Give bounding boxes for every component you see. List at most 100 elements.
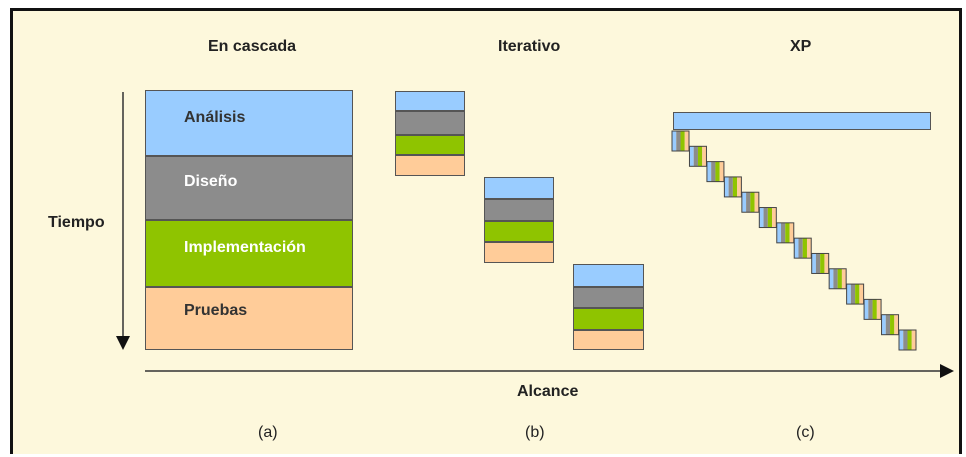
- xp-iteration-stripe: [746, 192, 751, 213]
- xp-iteration-block: [758, 207, 777, 229]
- xp-iteration-stripe: [903, 330, 908, 350]
- xp-iteration-stripe: [841, 268, 847, 289]
- xp-iteration-outline: [846, 283, 865, 305]
- xp-iteration-stripe: [711, 161, 716, 182]
- xp-iteration-stripe: [899, 330, 904, 350]
- xp-iteration-block: [828, 268, 847, 290]
- xp-iteration-stripe: [789, 222, 794, 243]
- xp-iteration-block: [741, 191, 760, 213]
- xp-iteration-outline: [723, 176, 742, 198]
- xp-iteration-stripe: [881, 314, 886, 335]
- panel-label-b: (b): [525, 424, 545, 441]
- xp-iteration-stripe: [846, 284, 851, 305]
- iter2-analysis: [484, 177, 554, 199]
- xp-iteration-stripe: [806, 238, 812, 259]
- xp-iteration-stripe: [754, 192, 759, 213]
- xp-iteration-outline: [758, 207, 777, 229]
- panel-label-c: (c): [796, 424, 815, 441]
- waterfall-design-label: Diseño: [184, 173, 238, 190]
- scope-axis-label: Alcance: [517, 383, 579, 400]
- xp-iteration-stripe: [885, 314, 891, 335]
- xp-iteration-block: [793, 237, 812, 259]
- header-iterative: Iterativo: [498, 38, 561, 55]
- xp-iteration-stripe: [719, 161, 724, 182]
- xp-iteration-stripe: [820, 253, 825, 274]
- xp-iteration-stripe: [702, 146, 707, 167]
- xp-iteration-block: [688, 145, 707, 167]
- xp-iteration-outline: [776, 222, 795, 244]
- xp-iteration-outline: [828, 268, 847, 290]
- xp-iteration-outline: [793, 237, 812, 259]
- time-axis-arrowhead-icon: [116, 336, 130, 350]
- xp-iteration-block: [776, 222, 795, 244]
- xp-iteration-stripe: [855, 284, 860, 305]
- xp-iteration-stripe: [697, 146, 703, 167]
- xp-iteration-stripe: [728, 176, 733, 197]
- xp-iteration-stripe: [829, 268, 834, 289]
- xp-iteration-stripe: [741, 192, 747, 213]
- xp-iteration-block: [671, 130, 690, 152]
- xp-analysis-bar: [673, 112, 931, 130]
- xp-iteration-stripe: [837, 268, 842, 289]
- xp-iteration-stripe: [794, 238, 799, 259]
- waterfall-implementation-label: Implementación: [184, 239, 306, 256]
- iter1-design: [395, 111, 465, 135]
- xp-iteration-stripe: [715, 161, 720, 182]
- xp-iteration-block: [706, 161, 725, 183]
- panel-label-a: (a): [258, 424, 278, 441]
- xp-iteration-stripe: [706, 161, 712, 182]
- waterfall-implementation-block: Implementación: [145, 220, 353, 287]
- xp-iteration-stripe: [759, 207, 764, 228]
- xp-iteration-block: [723, 176, 742, 198]
- xp-iteration-outline: [881, 314, 900, 336]
- xp-iteration-stripe: [689, 146, 694, 167]
- xp-iteration-stripe: [894, 314, 899, 335]
- iter1-testing: [395, 155, 465, 176]
- xp-iteration-stripe: [890, 314, 895, 335]
- xp-iteration-outline: [671, 130, 690, 152]
- iter1-implementation: [395, 135, 465, 155]
- xp-iteration-stripe: [781, 222, 786, 243]
- iter3-design: [573, 287, 644, 308]
- xp-iteration-stripe: [798, 238, 803, 259]
- xp-iteration-stripe: [732, 176, 738, 197]
- iter3-analysis: [573, 264, 644, 287]
- xp-iteration-stripe: [724, 176, 729, 197]
- iter2-design: [484, 199, 554, 221]
- xp-iteration-stripe: [763, 207, 768, 228]
- xp-iteration-outline: [688, 145, 707, 167]
- xp-iteration-stripe: [785, 222, 790, 243]
- xp-iteration-stripe: [680, 131, 685, 151]
- xp-iteration-block: [863, 298, 882, 320]
- xp-iteration-block: [881, 314, 900, 336]
- scope-axis-arrowhead-icon: [940, 364, 954, 378]
- iter3-testing: [573, 330, 644, 350]
- iter2-testing: [484, 242, 554, 263]
- xp-iteration-stripe: [802, 238, 807, 259]
- xp-iteration-stripe: [672, 131, 677, 151]
- xp-iteration-stripe: [811, 253, 816, 274]
- header-xp: XP: [790, 38, 812, 55]
- xp-iteration-block: [846, 283, 865, 305]
- iter1-analysis: [395, 91, 465, 111]
- waterfall-analysis-label: Análisis: [184, 109, 246, 126]
- xp-iteration-outline: [706, 161, 725, 183]
- xp-iteration-stripe: [864, 299, 869, 320]
- xp-iteration-stripe: [684, 131, 689, 151]
- xp-iteration-stripe: [859, 284, 864, 305]
- xp-iteration-stripe: [850, 284, 856, 305]
- xp-iteration-stripe: [876, 299, 882, 320]
- xp-iteration-stripe: [772, 207, 777, 228]
- xp-iteration-stripe: [824, 253, 829, 274]
- time-axis-label: Tiempo: [48, 214, 105, 231]
- waterfall-testing-label: Pruebas: [184, 302, 248, 319]
- header-cascade: En cascada: [208, 38, 297, 55]
- xp-iteration-stripe: [911, 330, 916, 350]
- iter3-implementation: [573, 308, 644, 330]
- xp-iteration-outline: [863, 298, 882, 320]
- xp-iteration-stripe: [737, 176, 742, 197]
- xp-iteration-stripe: [767, 207, 773, 228]
- xp-iteration-block: [898, 329, 917, 351]
